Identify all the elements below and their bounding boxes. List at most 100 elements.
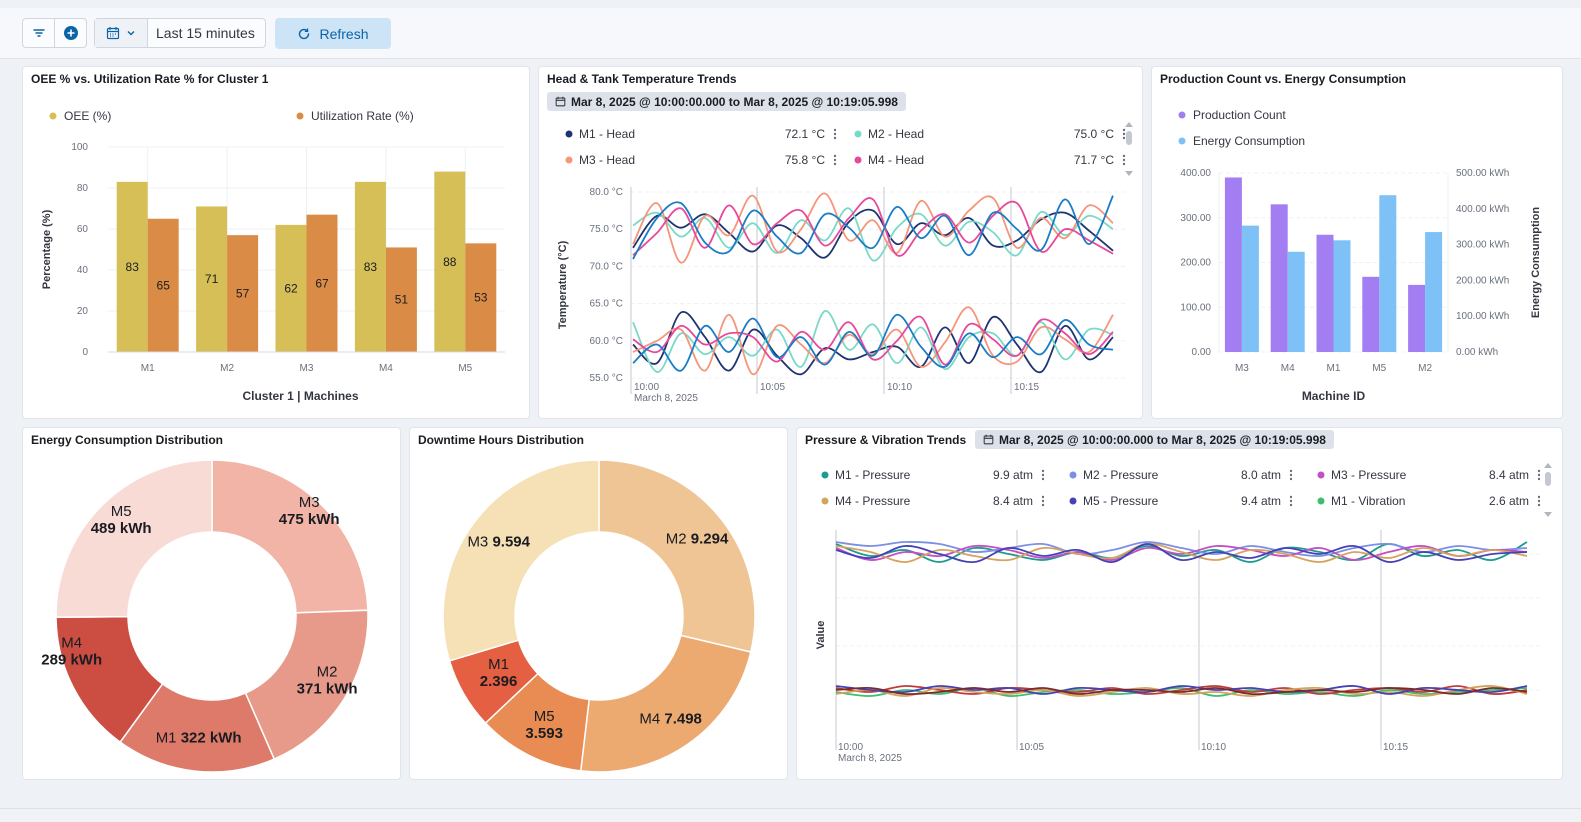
series-line[interactable] (835, 544, 1528, 561)
donut-slice[interactable] (442, 459, 600, 662)
chevron-down-icon (127, 31, 135, 36)
legend-label[interactable]: Production Count (1193, 108, 1286, 122)
bar[interactable] (227, 235, 259, 352)
scrollbar-thumb[interactable] (1545, 472, 1551, 486)
legend-series-name[interactable]: M1 - Pressure (835, 468, 911, 482)
filter-button[interactable] (23, 19, 55, 47)
more-options-icon[interactable] (1537, 495, 1541, 507)
bar[interactable] (1362, 276, 1380, 352)
more-options-icon[interactable] (1041, 469, 1045, 481)
x-tick-label: 10:15 (1014, 382, 1039, 393)
plus-circle-icon (63, 26, 78, 40)
time-range-badge[interactable]: Mar 8, 2025 @ 10:00:00.000 to Mar 8, 202… (975, 430, 1334, 449)
legend-series-value: 2.6 atm (1489, 494, 1529, 508)
legend-series-name[interactable]: M1 - Head (579, 127, 635, 141)
bar[interactable] (147, 218, 179, 352)
bar[interactable] (116, 181, 148, 352)
scrollbar-thumb[interactable] (1126, 131, 1132, 145)
y-axis-title-right: Energy Consumption (1530, 207, 1542, 319)
bar[interactable] (1379, 195, 1397, 352)
legend-dot (821, 497, 829, 505)
bar[interactable] (1333, 240, 1351, 352)
bar[interactable] (1270, 204, 1288, 352)
dot (833, 136, 837, 140)
legend-series-name[interactable]: M2 - Head (868, 127, 924, 141)
series-line[interactable] (835, 687, 1528, 697)
bar[interactable] (1425, 232, 1443, 352)
donut-slice[interactable] (598, 459, 756, 653)
more-options-icon[interactable] (1289, 495, 1293, 507)
bar[interactable] (196, 206, 228, 352)
quick-menu-button[interactable] (95, 19, 148, 47)
series-line[interactable] (835, 685, 1528, 697)
more-options-icon[interactable] (833, 128, 837, 140)
donut-slice[interactable] (211, 459, 369, 614)
series-line[interactable] (632, 315, 1114, 366)
calendar-icon (106, 27, 120, 40)
more-options-icon[interactable] (1289, 469, 1293, 481)
bar[interactable] (1316, 234, 1334, 352)
legend-label[interactable]: Energy Consumption (1193, 134, 1305, 148)
scroll-up-icon[interactable] (1125, 122, 1133, 127)
legend-series-name[interactable]: M4 - Pressure (835, 494, 911, 508)
bar[interactable] (306, 214, 338, 352)
more-options-icon[interactable] (1041, 495, 1045, 507)
refresh-button[interactable]: Refresh (275, 18, 391, 49)
legend-series-name[interactable]: M2 - Pressure (1083, 468, 1159, 482)
x-tick-label: M2 (1418, 363, 1432, 374)
time-badge-text: Mar 8, 2025 @ 10:00:00.000 to Mar 8, 202… (999, 432, 1326, 447)
series-line[interactable] (632, 311, 1114, 376)
series-line[interactable] (632, 313, 1114, 372)
more-options-icon[interactable] (833, 154, 837, 166)
series-line[interactable] (835, 541, 1528, 563)
legend-series-name[interactable]: M1 - Vibration (1331, 494, 1405, 508)
series-line[interactable] (835, 543, 1528, 563)
refresh-icon (299, 28, 310, 39)
series-line[interactable] (632, 306, 1114, 376)
bar[interactable] (354, 181, 386, 352)
legend-series-value: 75.0 °C (1074, 127, 1114, 141)
more-options-icon[interactable] (1122, 154, 1126, 166)
dot (1041, 477, 1045, 481)
more-options-icon[interactable] (1537, 469, 1541, 481)
panel-title: Pressure & Vibration Trends (805, 433, 967, 447)
bar[interactable] (1241, 225, 1259, 352)
filter-icon (32, 29, 45, 37)
x-tick-label: 10:10 (887, 382, 912, 393)
bar[interactable] (385, 247, 417, 352)
dot (1537, 499, 1541, 503)
dot (833, 162, 837, 166)
series-line[interactable] (835, 686, 1528, 696)
scroll-down-icon[interactable] (1125, 171, 1133, 176)
legend-series-name[interactable]: M5 - Pressure (1083, 494, 1159, 508)
x-axis-title: Cluster 1 | Machines (242, 389, 358, 403)
time-range-badge[interactable]: Mar 8, 2025 @ 10:00:00.000 to Mar 8, 202… (547, 92, 906, 111)
energy-donut-chart: M3 475 kWh M2 371 kWh M1 322 kWh M4 289 kWh M5 4… (41, 459, 369, 773)
scroll-up-icon[interactable] (1544, 463, 1552, 468)
legend-series-name[interactable]: M3 - Head (579, 153, 635, 167)
series-line[interactable] (632, 195, 1114, 260)
donut-slice[interactable] (579, 634, 752, 773)
legend-series-name[interactable]: M3 - Pressure (1331, 468, 1407, 482)
x-tick-label: 10:00 (634, 382, 659, 393)
slice-label: M2 371 kWh (297, 663, 358, 697)
add-filter-button[interactable] (55, 19, 86, 47)
series-line[interactable] (632, 197, 1114, 257)
series-line[interactable] (835, 543, 1528, 563)
dot (833, 132, 837, 136)
legend-series-name[interactable]: M4 - Head (868, 153, 924, 167)
series-line[interactable] (632, 207, 1114, 262)
legend-label[interactable]: OEE (%) (64, 109, 111, 123)
time-range-display[interactable]: Last 15 minutes (156, 25, 255, 41)
bar[interactable] (1408, 284, 1426, 352)
scroll-down-icon[interactable] (1544, 512, 1552, 517)
bar[interactable] (1224, 177, 1242, 352)
series-line[interactable] (632, 192, 1114, 264)
more-options-icon[interactable] (1122, 128, 1126, 140)
donut-slice[interactable] (55, 459, 213, 619)
bar[interactable] (275, 224, 307, 352)
bar[interactable] (465, 243, 497, 352)
bar[interactable] (1287, 251, 1305, 352)
legend-label[interactable]: Utilization Rate (%) (311, 109, 414, 123)
bar[interactable] (434, 171, 466, 352)
